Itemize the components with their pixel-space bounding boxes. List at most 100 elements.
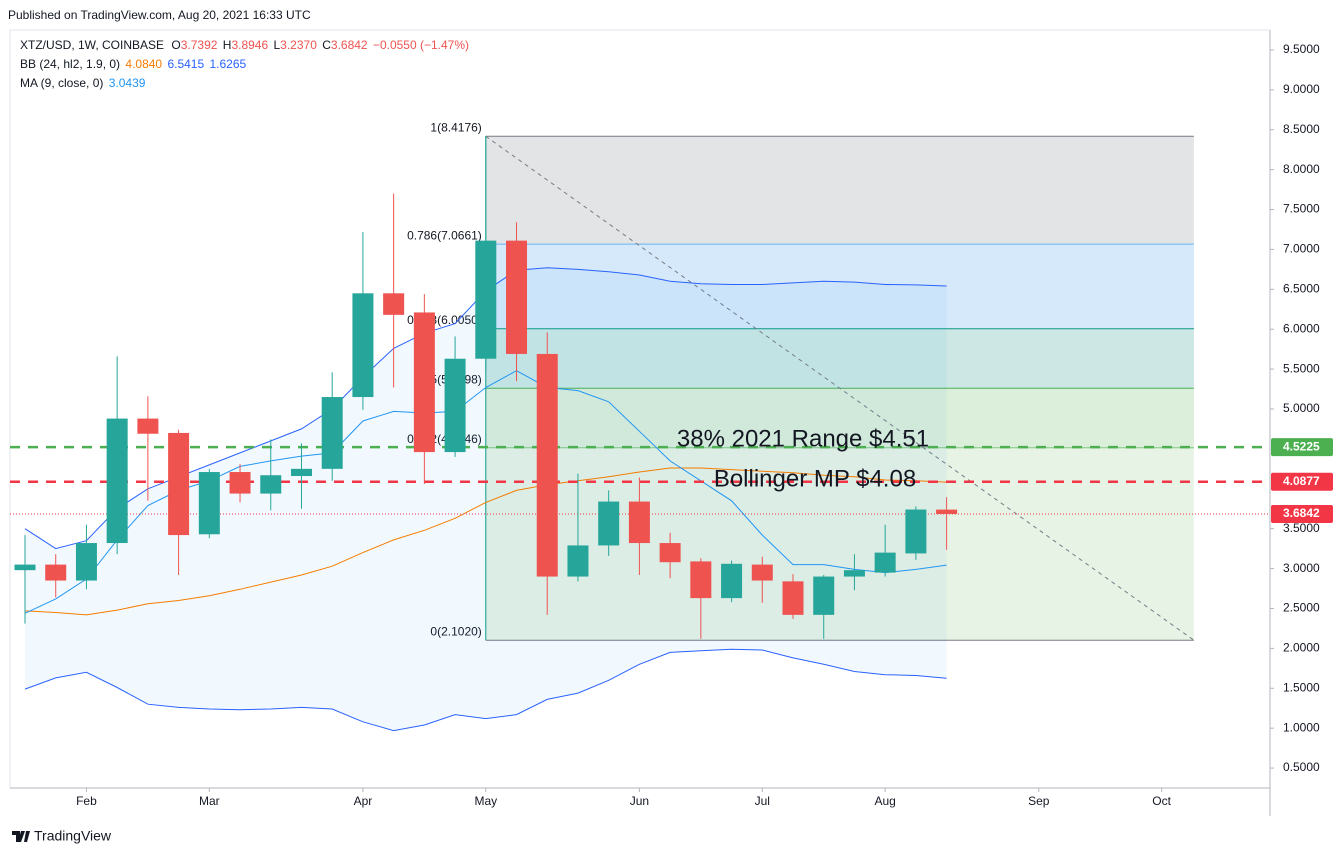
candle-body xyxy=(874,552,896,573)
y-tick-label: 8.0000 xyxy=(1283,162,1320,176)
y-tick-label: 2.0000 xyxy=(1283,641,1320,655)
candle-body xyxy=(628,501,650,544)
y-tick-label: 5.5000 xyxy=(1283,361,1320,375)
candle-body xyxy=(413,312,435,453)
legend-ma-row: MA (9, close, 0) 3.0439 xyxy=(20,76,146,90)
legend-symbol: XTZ/USD, 1W, COINBASE xyxy=(20,38,164,52)
x-tick-label: Oct xyxy=(1152,794,1171,808)
candle-body xyxy=(813,576,835,615)
legend-bb-row: BB (24, hl2, 1.9, 0) 4.0840 6.5415 1.626… xyxy=(20,57,247,71)
bb-basis xyxy=(24,467,947,616)
candle-body xyxy=(198,472,220,535)
bb-fill xyxy=(25,267,947,731)
y-tick-label: 1.0000 xyxy=(1283,720,1320,734)
price-box xyxy=(1271,504,1333,523)
footer-brand: TradingView xyxy=(34,828,112,844)
y-tick-label: 7.5000 xyxy=(1283,202,1320,216)
candle-body xyxy=(843,570,865,577)
legend-o-key: O xyxy=(171,38,180,52)
x-tick-label: Jul xyxy=(755,794,770,808)
plot-area: 1(8.4176)0.786(7.0661)0.618(6.0050)0.5(5… xyxy=(10,120,1270,732)
candle-body xyxy=(905,509,927,554)
candle-body xyxy=(352,293,374,398)
candle-body xyxy=(475,240,497,359)
x-tick-label: Jun xyxy=(630,794,649,808)
legend-bb-basis: 4.0840 xyxy=(125,57,162,71)
fib-zone xyxy=(485,136,1194,245)
candle-body xyxy=(690,561,712,599)
legend-ma-value: 3.0439 xyxy=(109,76,146,90)
x-tick-label: Feb xyxy=(76,794,97,808)
logo-mark xyxy=(12,831,30,842)
price-box xyxy=(1271,472,1333,491)
fib-label: 0(2.1020) xyxy=(430,624,481,638)
candle-body xyxy=(598,501,620,546)
y-tick-label: 9.5000 xyxy=(1283,42,1320,56)
legend-c-value: 3.6842 xyxy=(331,38,368,52)
candle-body xyxy=(506,240,528,354)
fib-label: 1(8.4176) xyxy=(430,120,481,134)
legend-symbol-row: XTZ/USD, 1W, COINBASE O3.7392 H3.8946 L3… xyxy=(20,38,469,52)
candle-body xyxy=(75,543,97,581)
bb-lower xyxy=(24,648,947,732)
x-tick-label: Mar xyxy=(199,794,220,808)
legend-h-value: 3.8946 xyxy=(231,38,268,52)
fib-zone xyxy=(485,388,1194,448)
legend-o-value: 3.7392 xyxy=(181,38,218,52)
candle-body xyxy=(936,509,958,514)
fib-label: 0.786(7.0661) xyxy=(407,228,482,242)
price-box-label: 4.0877 xyxy=(1283,474,1320,488)
legend-bb-upper: 6.5415 xyxy=(167,57,204,71)
candle-body xyxy=(14,564,36,571)
legend-c-key: C xyxy=(322,38,331,52)
x-tick-label: May xyxy=(474,794,497,808)
candle-body xyxy=(751,564,773,581)
x-tick-label: Aug xyxy=(874,794,895,808)
y-tick-label: 9.0000 xyxy=(1283,82,1320,96)
candle-body xyxy=(383,293,405,315)
fib-trend-line xyxy=(485,135,1195,641)
legend-bb-name: BB (24, hl2, 1.9, 0) xyxy=(20,57,120,71)
candle-body xyxy=(321,397,343,469)
y-tick-label: 7.0000 xyxy=(1283,242,1320,256)
x-tick-label: Apr xyxy=(354,794,373,808)
candle-body xyxy=(444,358,466,453)
candle-body xyxy=(721,563,743,599)
legend-h-key: H xyxy=(223,38,232,52)
legend-ma-name: MA (9, close, 0) xyxy=(20,76,103,90)
candle-body xyxy=(106,418,128,544)
y-tick-label: 6.0000 xyxy=(1283,321,1320,335)
y-tick-label: 2.5000 xyxy=(1283,601,1320,615)
candle-body xyxy=(567,545,589,577)
legend-l-key: L xyxy=(273,38,280,52)
y-tick-label: 1.5000 xyxy=(1283,680,1320,694)
x-tick-label: Sep xyxy=(1028,794,1050,808)
candle-body xyxy=(659,543,681,563)
y-tick-label: 3.0000 xyxy=(1283,561,1320,575)
legend-bb-lower: 1.6265 xyxy=(210,57,247,71)
published-note: Published on TradingView.com, Aug 20, 20… xyxy=(8,8,311,22)
candle-body xyxy=(290,468,312,477)
candle-body xyxy=(229,472,251,494)
fib-zone xyxy=(485,328,1194,389)
fib-zone xyxy=(485,244,1194,329)
candle-body xyxy=(45,564,67,581)
legend-change: −0.0550 (−1.47%) xyxy=(373,38,469,52)
price-box-label: 3.6842 xyxy=(1283,506,1320,520)
legend-l-value: 3.2370 xyxy=(280,38,317,52)
candle-body xyxy=(137,418,159,434)
price-box-label: 4.5225 xyxy=(1283,439,1320,453)
y-tick-label: 5.0000 xyxy=(1283,401,1320,415)
price-box xyxy=(1271,438,1333,457)
candle-body xyxy=(260,475,282,494)
tradingview-logo: TradingView xyxy=(12,828,112,844)
annotation: 38% 2021 Range $4.51 xyxy=(677,425,929,452)
overlay: 38% 2021 Range $4.51 Bollinger MP $4.08 9.… xyxy=(76,42,1333,808)
candle-body xyxy=(168,432,190,536)
y-tick-label: 0.5000 xyxy=(1283,760,1320,774)
annotation: Bollinger MP $4.08 xyxy=(714,465,916,492)
candle-body xyxy=(536,353,558,577)
candle-body xyxy=(782,581,804,615)
